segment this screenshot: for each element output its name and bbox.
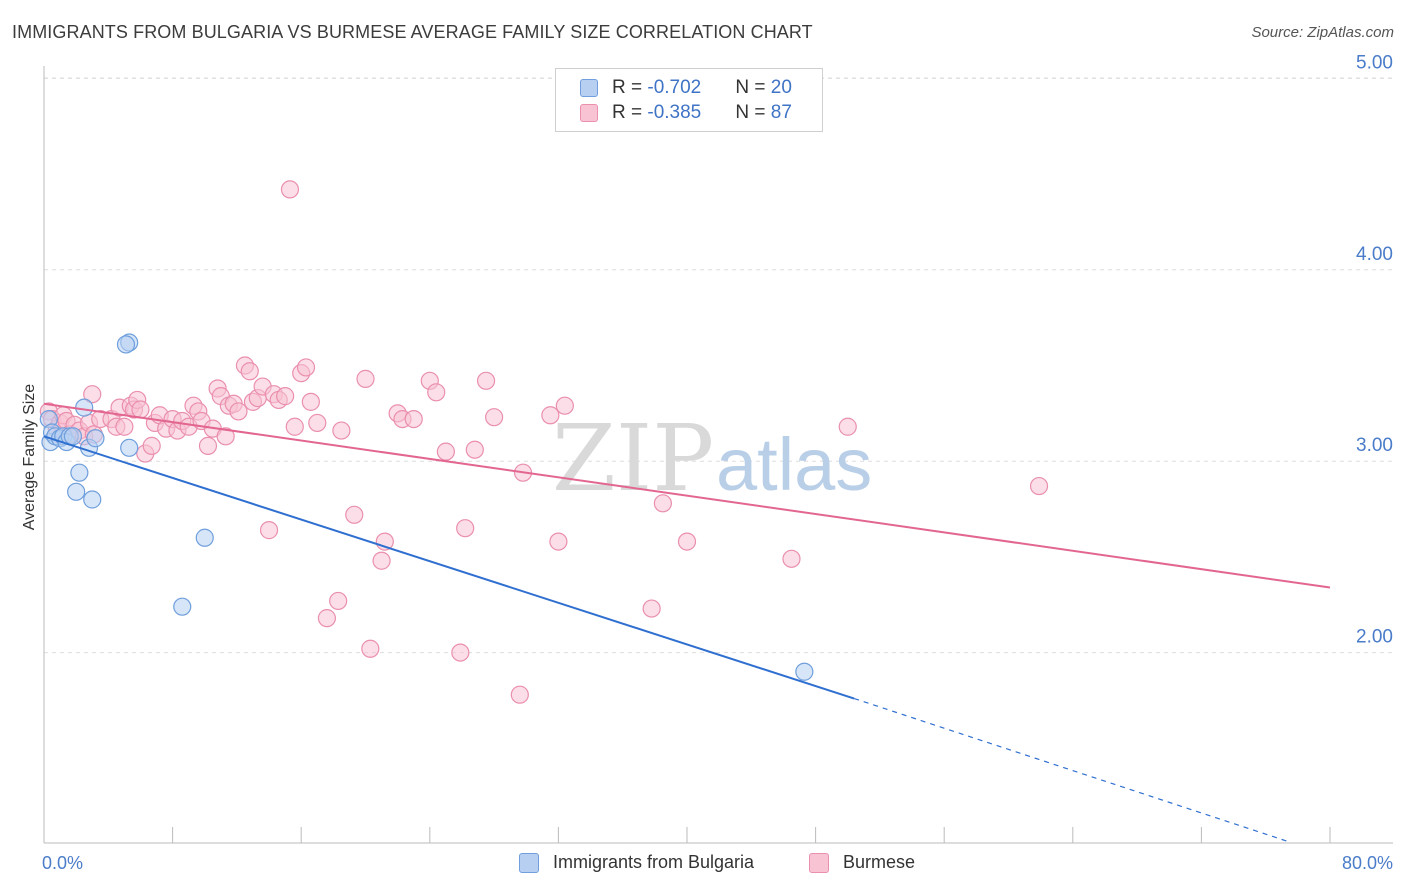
bottom-legend-label-burmese: Burmese <box>843 852 916 872</box>
legend-row-bulgaria: R = -0.702 N = 20 <box>580 75 792 101</box>
y-axis-label: Average Family Size <box>21 384 38 531</box>
burmese-point <box>216 427 235 446</box>
burmese-point <box>653 494 672 513</box>
legend: R = -0.702 N = 20 R = -0.385 N = 87 <box>555 68 823 132</box>
legend-r-value: -0.385 <box>647 102 702 123</box>
burmese-point <box>485 408 504 427</box>
bulgaria-point <box>116 335 136 354</box>
bulgaria-trend-extension <box>853 697 1291 843</box>
burmese-point <box>308 413 327 433</box>
burmese-point <box>372 551 391 570</box>
y-tick-label: 2.00 <box>1356 627 1393 648</box>
burmese-point <box>476 371 496 390</box>
bottom-legend-swatch-pink <box>809 852 829 873</box>
y-tick-label: 5.00 <box>1356 52 1393 73</box>
legend-swatch-pink <box>580 104 598 122</box>
burmese-point <box>782 549 801 568</box>
burmese-point <box>131 400 150 419</box>
burmese-point <box>229 402 248 421</box>
burmese-point <box>541 406 560 425</box>
burmese-point <box>1029 476 1049 496</box>
burmese-point <box>677 532 697 551</box>
burmese-point <box>361 639 380 658</box>
legend-r-label: R = <box>612 102 648 123</box>
source-label: Source: ZipAtlas.com <box>1251 24 1394 41</box>
burmese-point <box>276 387 295 406</box>
y-tick-label: 3.00 <box>1356 435 1393 456</box>
bulgaria-point <box>795 662 814 681</box>
burmese-point <box>198 436 218 455</box>
bulgaria-point <box>173 597 192 616</box>
chart-title: IMMIGRANTS FROM BULGARIA VS BURMESE AVER… <box>12 22 813 42</box>
bottom-legend-burmese: Burmese <box>809 852 915 873</box>
y-tick-labels: 2.00 3.00 4.00 5.00 <box>1356 52 1393 647</box>
y-tick-label: 4.00 <box>1356 244 1393 265</box>
legend-r-value: -0.702 <box>647 77 702 98</box>
burmese-point <box>259 521 279 540</box>
legend-r-label: R = <box>612 77 648 98</box>
burmese-point <box>329 591 348 611</box>
burmese-point <box>345 505 364 524</box>
watermark-atlas: atlas <box>716 423 872 506</box>
bulgaria-point <box>120 438 139 457</box>
trend-lines <box>43 402 1331 843</box>
x-tick-label-min: 0.0% <box>42 853 83 873</box>
burmese-trend-line <box>43 402 1331 589</box>
axes <box>43 66 1393 844</box>
burmese-point <box>356 369 375 388</box>
burmese-point <box>456 519 475 538</box>
burmese-point <box>436 442 455 461</box>
bulgaria-point <box>86 429 105 448</box>
watermark-zip: ZIP <box>552 405 714 512</box>
burmese-point <box>142 436 161 455</box>
burmese-point <box>510 685 529 704</box>
burmese-point <box>451 643 470 662</box>
burmese-point <box>555 396 574 415</box>
burmese-point <box>83 385 102 404</box>
burmese-point <box>296 358 316 377</box>
legend-swatch-blue <box>580 79 598 97</box>
bulgaria-trend-line <box>43 435 855 700</box>
bottom-legend-bulgaria: Immigrants from Bulgaria <box>519 852 754 873</box>
burmese-point <box>280 180 300 199</box>
burmese-point <box>301 392 320 411</box>
legend-n-label: N = <box>735 77 771 98</box>
bulgaria-point <box>63 427 83 446</box>
bulgaria-point <box>83 490 102 509</box>
burmese-point <box>642 599 661 618</box>
legend-n-label: N = <box>735 102 771 123</box>
legend-n-value: 20 <box>770 77 792 98</box>
bottom-legend-label-bulgaria: Immigrants from Bulgaria <box>553 852 755 872</box>
bulgaria-point <box>195 528 214 547</box>
legend-row-burmese: R = -0.385 N = 87 <box>580 100 792 126</box>
burmese-point <box>332 421 351 440</box>
burmese-point <box>838 417 857 436</box>
burmese-point <box>115 417 134 436</box>
burmese-points <box>39 180 1049 704</box>
bulgaria-point <box>70 463 89 482</box>
burmese-point <box>317 609 337 628</box>
burmese-point <box>240 362 259 381</box>
bottom-legend-swatch-blue <box>519 852 539 873</box>
burmese-point <box>549 532 568 551</box>
burmese-point <box>285 417 304 436</box>
burmese-point <box>404 409 423 429</box>
x-tick-label-max: 80.0% <box>1342 853 1393 873</box>
burmese-point <box>427 383 446 402</box>
bulgaria-point <box>67 482 86 501</box>
bulgaria-point <box>75 398 94 417</box>
legend-n-value: 87 <box>770 102 792 123</box>
burmese-point <box>465 440 484 459</box>
